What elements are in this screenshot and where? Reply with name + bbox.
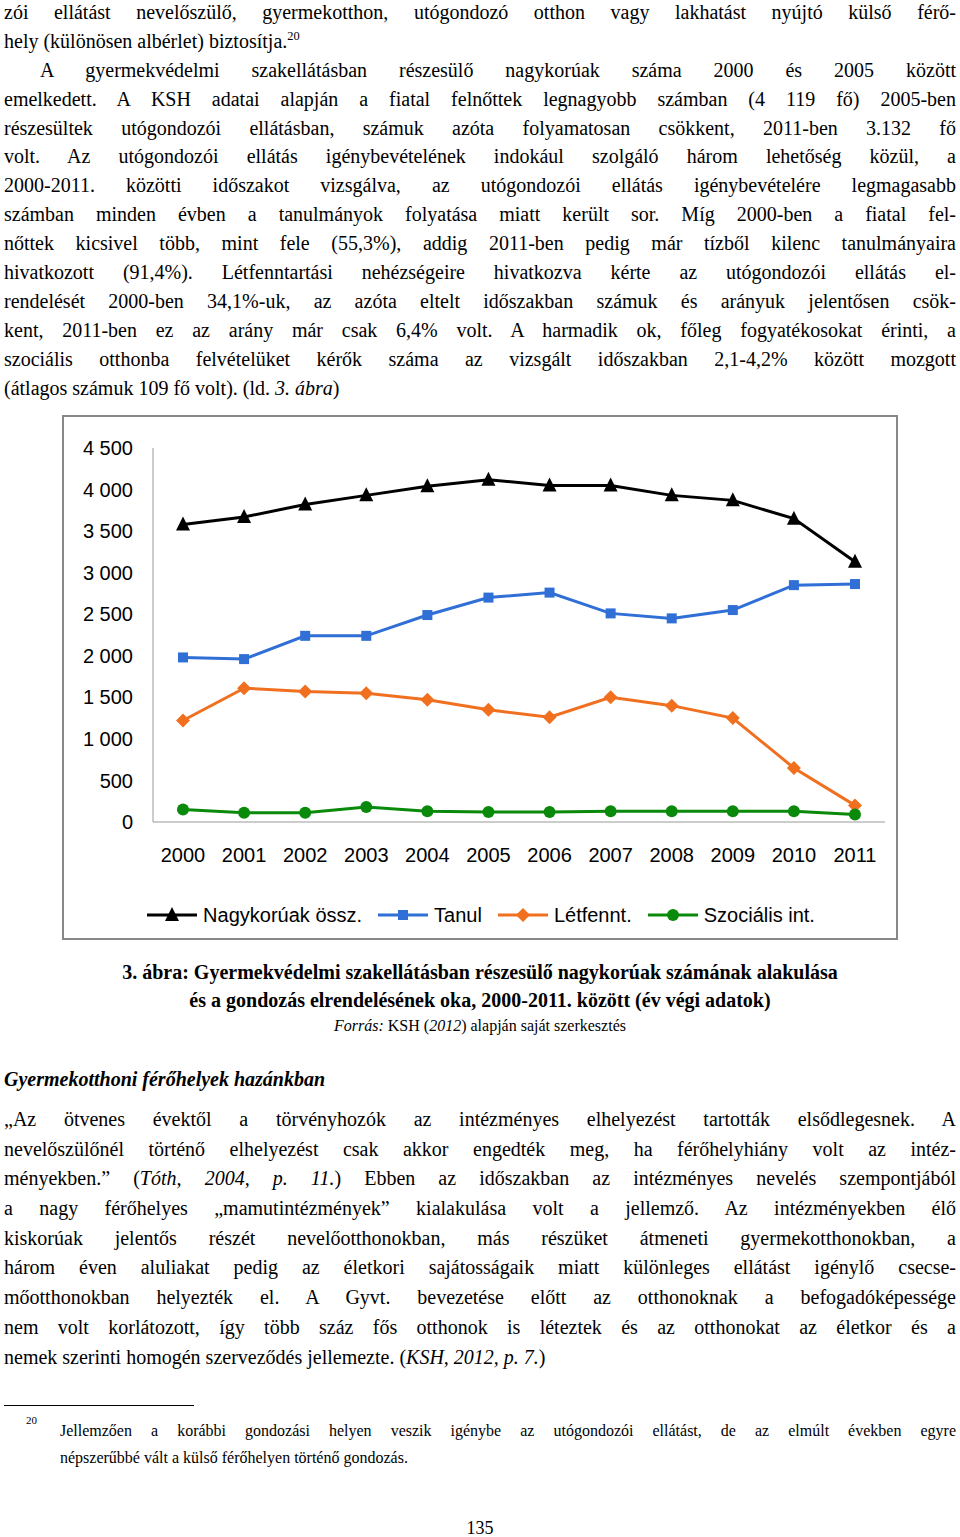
svg-text:2008: 2008 [649,844,694,866]
svg-text:2002: 2002 [283,844,328,866]
html-text:Gyermekotthoni férőhelyek hazá: Gyermekotthoni férőhelyek hazánkban [4,1068,326,1090]
html-text:Nagykorúak össz.: Nagykorúak össz. [203,904,363,926]
svg-text:2005: 2005 [466,844,511,866]
html-text:nőttek kicsivel több, mint fel: nőttek kicsivel több, mint fele (55,3%),… [4,232,956,255]
svg-text:2011: 2011 [833,844,876,866]
html-text:zói ellátást nevelőszülő, gyer: zói ellátást nevelőszülő, gyermekotthon,… [4,1,956,23]
html-text:részesültek utógondozói ellátá: részesültek utógondozói ellátásban, szám… [4,116,956,139]
svg-text:2000: 2000 [161,844,206,866]
html-text:és a gondozás elrendelésének o: és a gondozás elrendelésének oka, 2000-2… [189,989,771,1011]
svg-text:1 500: 1 500 [83,686,133,708]
html-text:20: 20 [26,1414,37,1426]
html-text:volt. Az utógondozói ellátás i: volt. Az utógondozói ellátás igénybevéte… [4,145,956,168]
html-text:hivatkozott (91,4%). Létfennta: hivatkozott (91,4%). Létfenntartási nehé… [4,261,956,283]
html-text:3. ábra: Gyermekvédelmi szakel: 3. ábra: Gyermekvédelmi szakellátásban r… [122,961,838,983]
svg-text:2003: 2003 [344,844,389,866]
html-text:kiskorúak jelentős részét neve: kiskorúak jelentős részét nevelőotthonok… [4,1226,956,1249]
svg-text:3 500: 3 500 [83,520,133,542]
svg-text:1 000: 1 000 [83,728,133,750]
svg-text:2006: 2006 [527,844,572,866]
html-text:kent, 2011-ben ez az arány már: kent, 2011-ben ez az arány már csak 6,4%… [4,318,956,341]
html-text:emelkedett. A KSH adatai alapj: emelkedett. A KSH adatai alapján a fiata… [4,87,956,110]
svg-text:0: 0 [122,811,133,833]
html-text:Tanul: Tanul [434,904,482,926]
svg-text:4 500: 4 500 [83,437,133,459]
html-text:nem volt korlátozott, így több: nem volt korlátozott, így több száz fős … [4,1315,956,1338]
html-text:(átlagos számuk 109 fő volt).: (átlagos számuk 109 fő volt). (ld. 3. áb… [4,376,340,399]
html-text:Létfennt.: Létfennt. [553,904,632,926]
html-text:mőotthonokban helyezték el. A: mőotthonokban helyezték el. A Gyvt. beve… [4,1286,956,1309]
html-text:nevelőszülőnél történő elhelye: nevelőszülőnél történő elhelyezést csak … [4,1137,956,1160]
html-text:ményekben.” (Tóth, 2004, p. 11: ményekben.” (Tóth, 2004, p. 11.) Ebben a… [4,1167,956,1190]
svg-text:500: 500 [100,770,133,792]
html-text:Forrás: KSH (2012) alapján saj: Forrás: KSH (2012) alapján saját szerkes… [334,1017,626,1034]
html-text:szociális otthonba felvételüke: szociális otthonba felvételüket kérők sz… [4,347,956,370]
html-text:135: 135 [466,1518,494,1537]
svg-text:2001: 2001 [222,844,267,866]
svg-text:3 000: 3 000 [83,562,133,584]
svg-text:2007: 2007 [588,844,633,866]
html-text:hely (különösen albérlet) bizt: hely (különösen albérlet) biztosítja.20 [4,29,300,52]
html-text:számban minden évben a tanulmá: számban minden évben a tanulmányok folya… [4,203,956,226]
html-text:nemek szerinti homogén szervez: nemek szerinti homogén szerveződés jelle… [4,1345,546,1368]
html-text:népszerűbbé vált a külső férőh: népszerűbbé vált a külső férőhelyen tört… [60,1449,408,1466]
html-text:„Az ötvenes évektől a törvényh: „Az ötvenes évektől a törvényhozók az in… [4,1108,956,1130]
svg-text:4 000: 4 000 [83,479,133,501]
html-text:Szociális int.: Szociális int. [703,904,815,926]
html-text:2000-2011. közötti időszakot v: 2000-2011. közötti időszakot vizsgálva, … [4,174,956,197]
svg-text:2010: 2010 [772,844,817,866]
svg-text:2 000: 2 000 [83,645,133,667]
html-text:a nagy férőhelyes „mamutintézm: a nagy férőhelyes „mamutintézmények” kia… [4,1197,956,1220]
html-text:rendelését 2000-ben 34,1%-uk,: rendelését 2000-ben 34,1%-uk, az azóta e… [4,289,956,312]
html-text:három éven aluliakat pedig az: három éven aluliakat pedig az életkori s… [4,1256,956,1279]
html-text:Jellemzően a korábbi gondozási: Jellemzően a korábbi gondozási helyen ve… [60,1422,956,1439]
svg-text:2 500: 2 500 [83,603,133,625]
svg-text:2004: 2004 [405,844,450,866]
svg-text:2009: 2009 [711,844,756,866]
html-text:A gyermekvédelmi szakellátásba: A gyermekvédelmi szakellátásban részesül… [40,58,956,81]
